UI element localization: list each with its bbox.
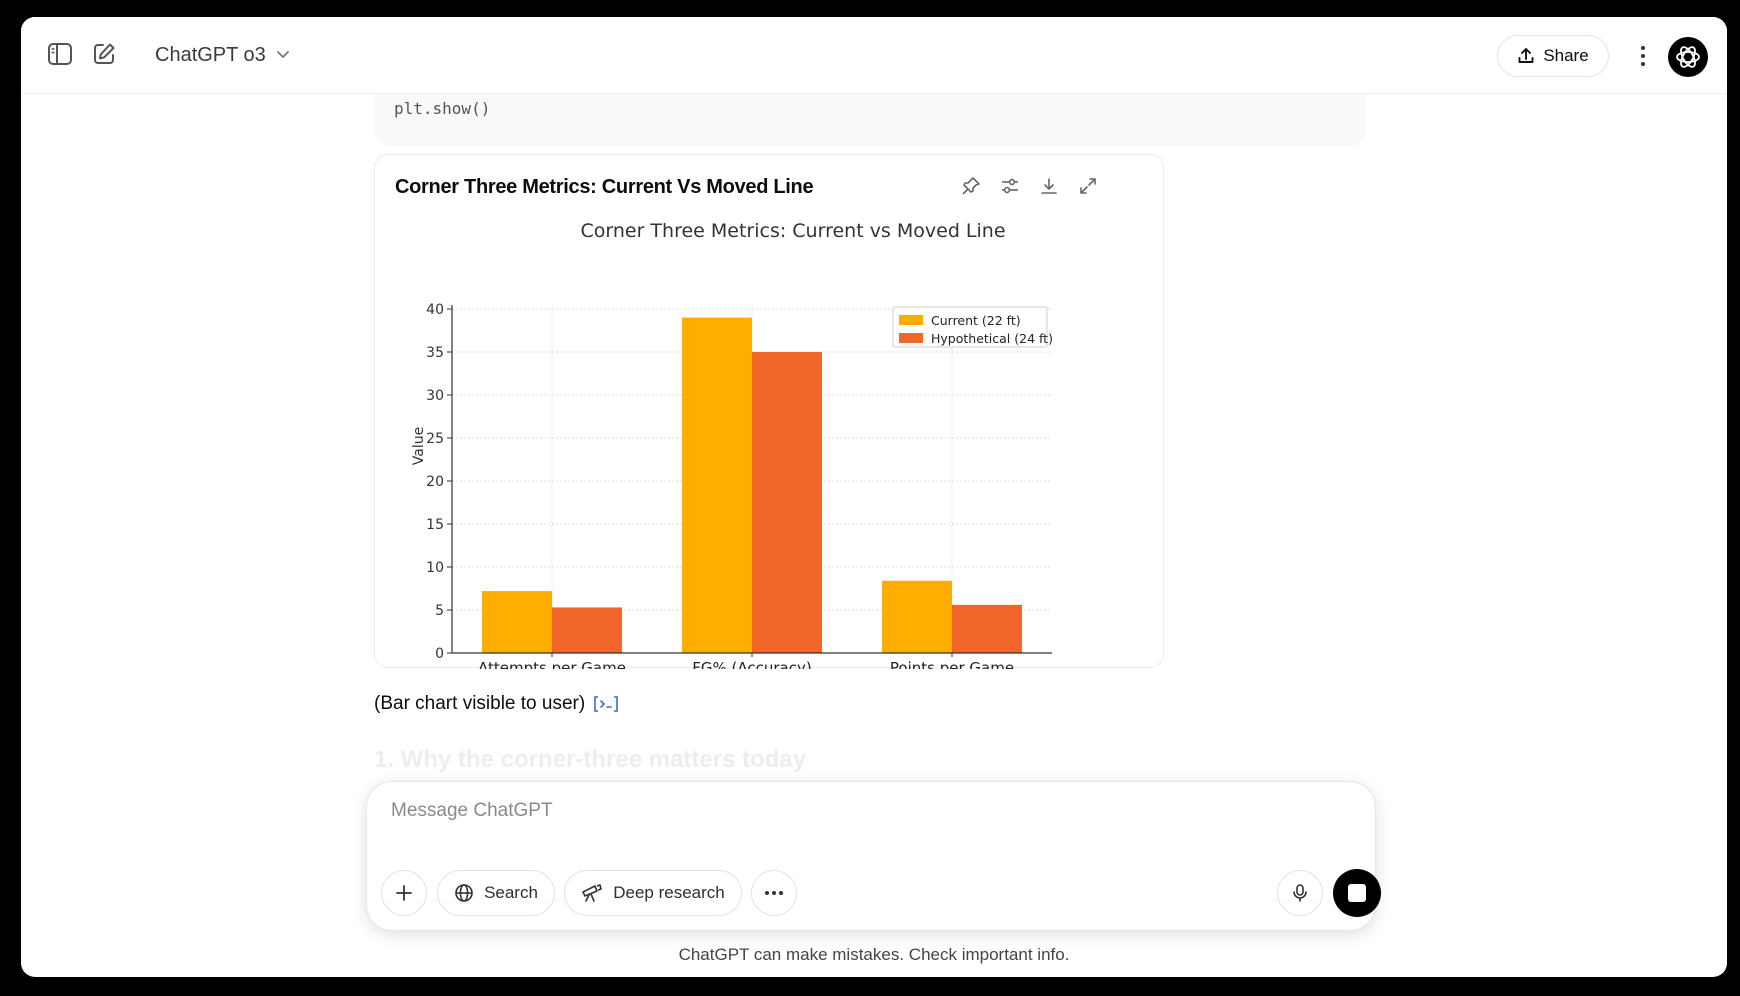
y-tick-label: 5: [435, 603, 444, 619]
bar: [552, 607, 622, 653]
chart-title: Corner Three Metrics: Current vs Moved L…: [580, 220, 1005, 242]
microphone-icon: [1293, 884, 1307, 902]
bar: [882, 580, 952, 653]
faded-section-heading: 1. Why the corner-three matters today: [374, 746, 807, 773]
plus-icon: [396, 885, 412, 901]
settings-sliders-icon[interactable]: [997, 173, 1023, 199]
top-bar: ChatGPT o3 Share: [21, 17, 1727, 94]
search-button[interactable]: Search: [437, 870, 555, 916]
add-attachment-button[interactable]: [381, 870, 427, 916]
chart-card: Corner Three Metrics: Current Vs Moved L…: [374, 154, 1164, 669]
search-label: Search: [484, 883, 538, 902]
dictate-button[interactable]: [1277, 870, 1323, 916]
y-tick-label: 40: [426, 302, 444, 318]
openai-logo-icon: [1676, 46, 1700, 68]
chart-card-title: Corner Three Metrics: Current Vs Moved L…: [395, 176, 814, 198]
model-label: ChatGPT o3: [155, 43, 266, 66]
legend-swatch: [899, 333, 923, 343]
y-axis-label: Value: [411, 427, 427, 465]
share-button[interactable]: Share: [1497, 35, 1609, 77]
y-tick-label: 0: [435, 646, 444, 662]
y-tick-label: 35: [426, 345, 444, 361]
conversation-area: plt.show() Corner Three Metrics: Current…: [21, 63, 1727, 977]
y-tick-label: 20: [426, 474, 444, 490]
sidebar-toggle-icon[interactable]: [45, 39, 75, 69]
code-line: plt.show(): [394, 99, 491, 118]
ellipsis-icon: [765, 891, 783, 895]
chat-window: ChatGPT o3 Share plt.show() Corner Three…: [21, 17, 1727, 977]
telescope-icon: [582, 884, 603, 902]
x-tick-label: Points per Game: [890, 659, 1014, 669]
message-input[interactable]: [389, 794, 1343, 828]
model-selector[interactable]: ChatGPT o3: [155, 39, 290, 71]
stop-icon: [1348, 884, 1366, 902]
legend-box: [892, 306, 1048, 348]
download-icon[interactable]: [1036, 173, 1062, 199]
assistant-message: (Bar chart visible to user): [374, 693, 619, 715]
openai-logo-avatar[interactable]: [1668, 37, 1708, 77]
chevron-down-icon: [276, 51, 289, 59]
y-tick-label: 15: [426, 517, 444, 533]
y-tick-label: 25: [426, 431, 444, 447]
x-tick-label: Attempts per Game: [478, 659, 626, 669]
code-citation-icon[interactable]: [593, 693, 619, 715]
x-tick-label: FG% (Accuracy): [692, 659, 811, 669]
expand-icon[interactable]: [1075, 173, 1101, 199]
legend-swatch: [899, 315, 923, 325]
bar: [952, 604, 1022, 653]
bar-chart: Corner Three Metrics: Current vs Moved L…: [411, 220, 1053, 669]
y-tick-label: 10: [426, 560, 444, 576]
deep-research-button[interactable]: Deep research: [564, 870, 742, 916]
disclaimer-text: ChatGPT can make mistakes. Check importa…: [678, 945, 1070, 964]
share-icon: [1518, 48, 1534, 63]
bar: [482, 591, 552, 653]
message-text: (Bar chart visible to user): [374, 693, 586, 714]
more-tools-button[interactable]: [751, 870, 797, 916]
more-options-icon[interactable]: [1633, 41, 1653, 71]
legend-label: Current (22 ft): [931, 313, 1021, 328]
stop-generating-button[interactable]: [1333, 869, 1381, 917]
message-composer: Search Deep research: [366, 781, 1381, 931]
bar: [682, 317, 752, 653]
y-tick-label: 30: [426, 388, 444, 404]
share-label: Share: [1543, 46, 1589, 65]
deep-research-label: Deep research: [613, 883, 725, 902]
legend-label: Hypothetical (24 ft): [931, 331, 1053, 346]
globe-icon: [455, 884, 473, 902]
pin-icon[interactable]: [958, 173, 984, 199]
bar: [752, 352, 822, 653]
new-chat-icon[interactable]: [89, 39, 119, 69]
